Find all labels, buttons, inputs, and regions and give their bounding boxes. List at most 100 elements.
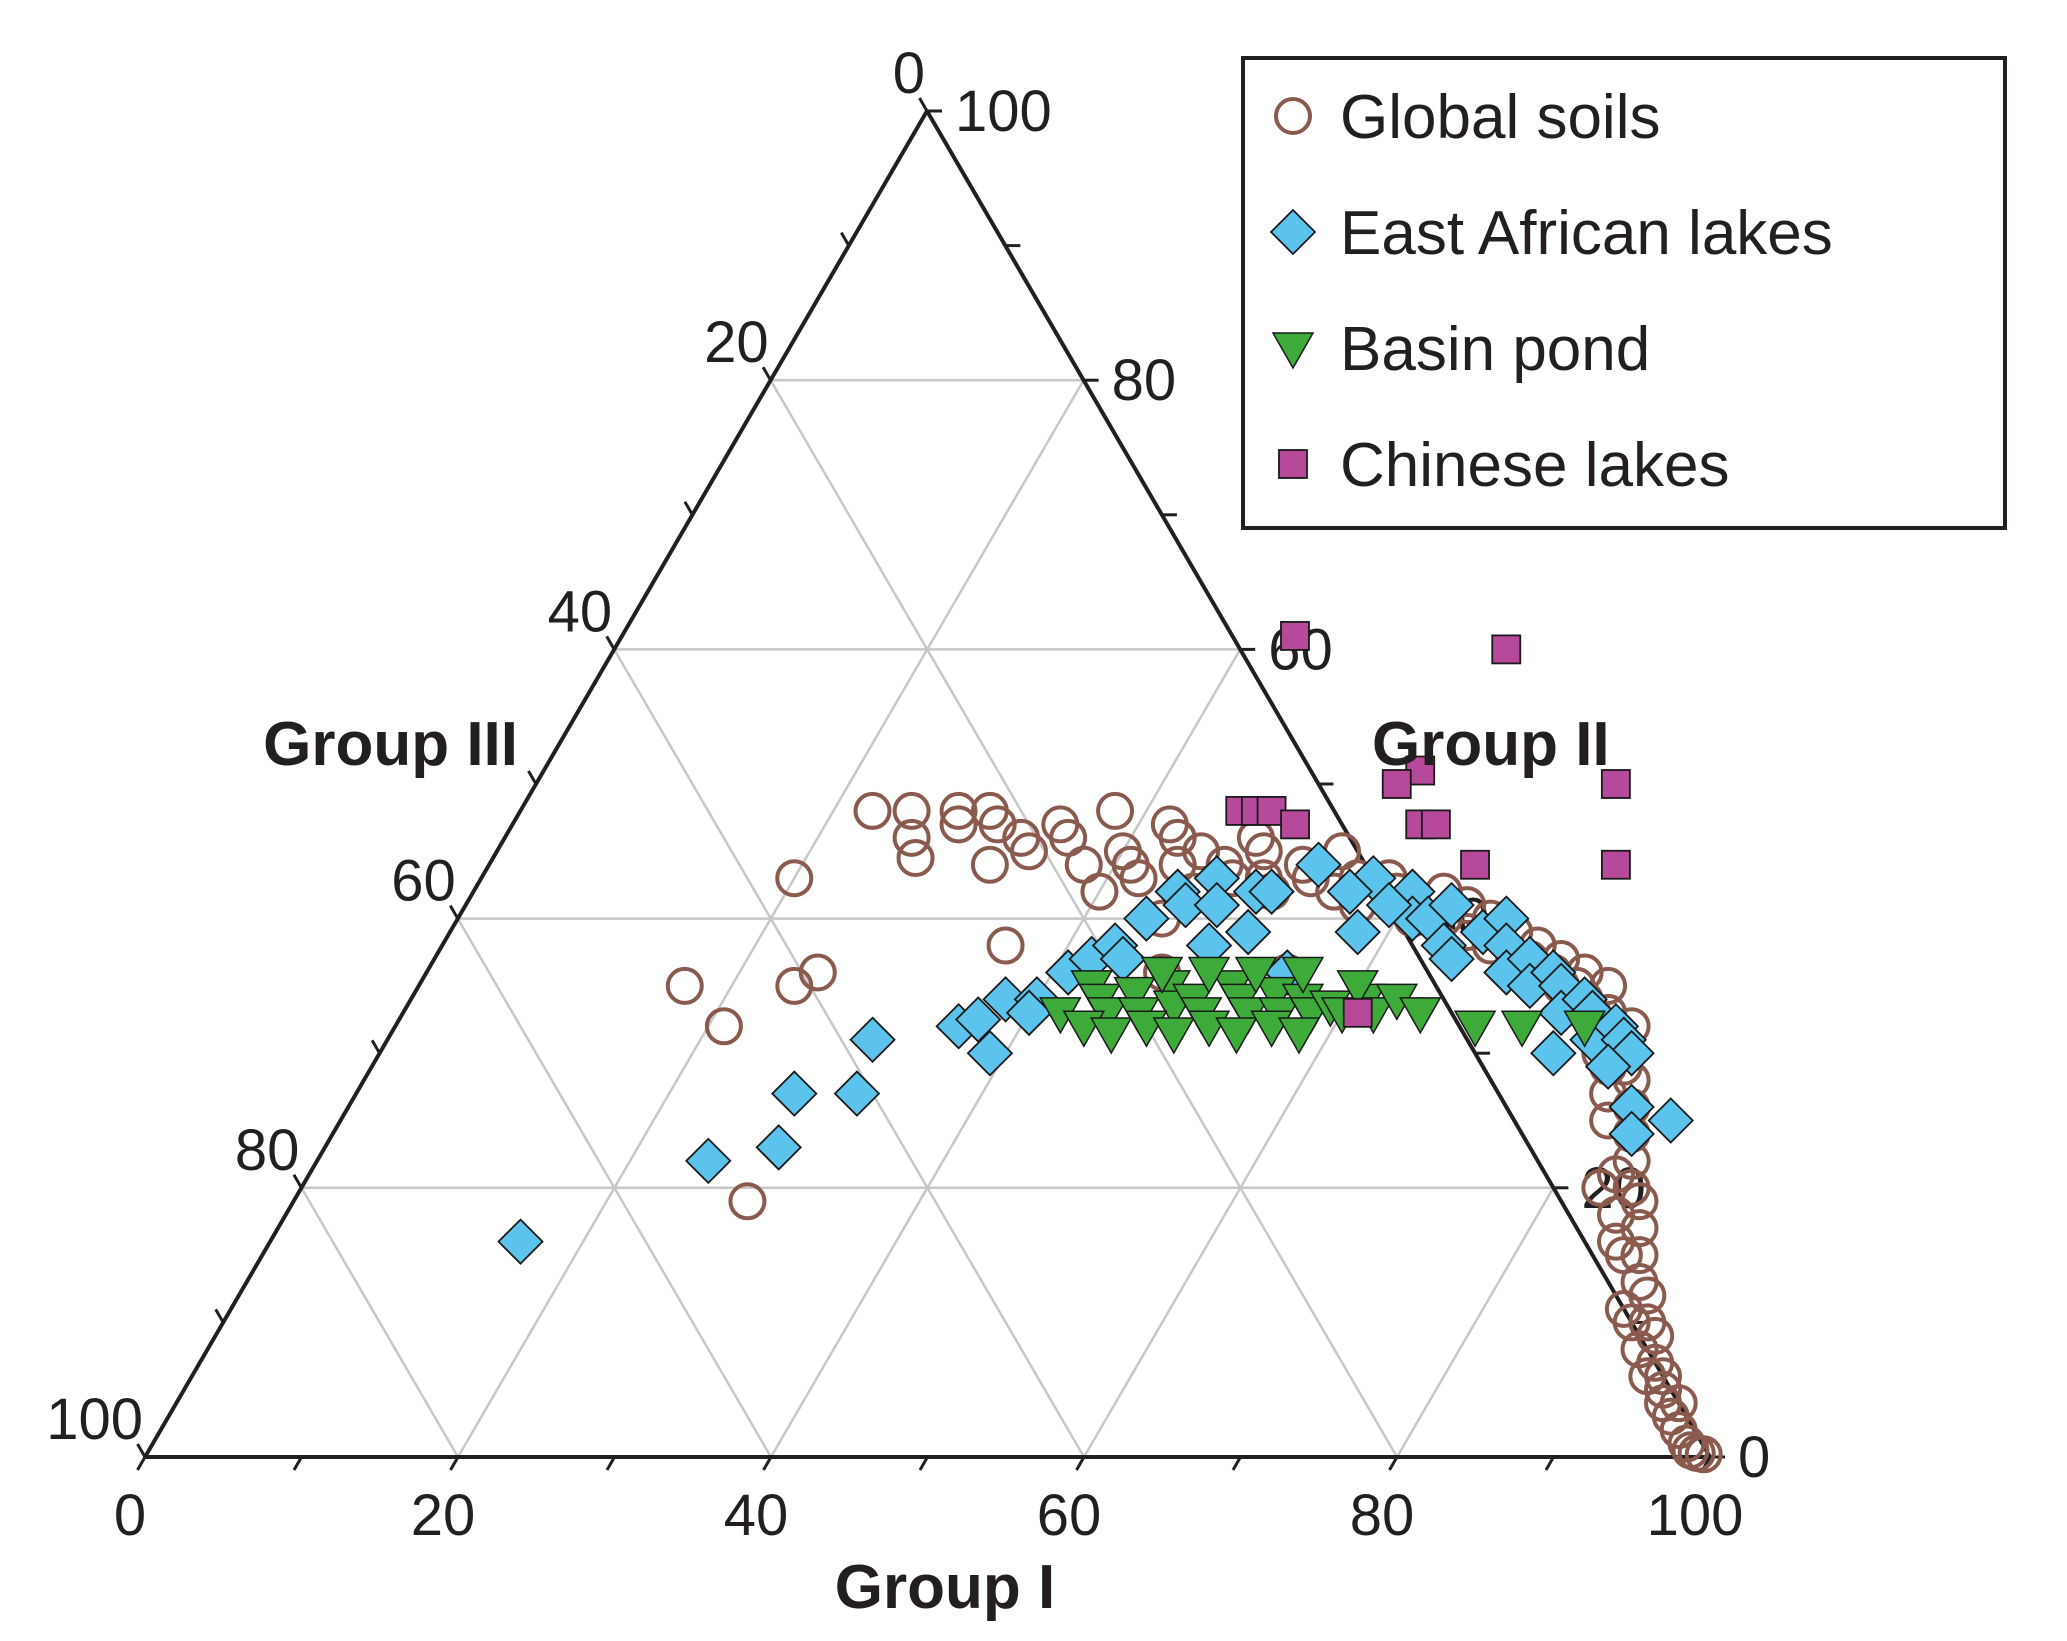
point-global-soils-22 [1158,818,1197,857]
point-east-african-lakes-3 [771,1070,818,1117]
point-global-soils-2 [892,791,931,830]
tick-label-group-iii-20: 20 [704,310,769,375]
point-east-african-lakes-2 [755,1124,802,1171]
tick-label-group-ii-0: 0 [1738,1425,1770,1490]
point-basin-pond-31 [1187,956,1231,994]
point-basin-pond-23 [1089,1017,1133,1055]
legend-marker-east-african-lakes [1269,208,1317,256]
legend: Global soils East African lakes Basin pond… [1241,56,2007,530]
tick-label-group-i-80: 80 [1350,1483,1415,1548]
point-global-soils-64 [1620,1182,1659,1221]
tick-mark-group-iii-70 [370,1039,381,1054]
point-east-african-lakes-8 [966,1029,1014,1077]
tick-mark-group-iii-60 [449,904,460,920]
grid-line-group-iii-60 [456,917,773,1458]
point-chinese-lakes-5 [1420,809,1451,840]
tick-label-group-iii-100: 100 [46,1387,143,1452]
point-global-soils-14 [1096,791,1135,830]
tick-mark-group-iii-40 [605,635,616,651]
tick-label-group-ii-80: 80 [1112,348,1177,413]
axis-title-right: Group II [1372,710,1610,779]
point-east-african-lakes-49 [1647,1097,1695,1144]
point-global-soils-82 [1628,1357,1667,1396]
grid-line-group-iii-80 [300,1187,460,1458]
point-east-african-lakes-29 [1428,881,1475,929]
tick-mark-group-iii-100 [136,1443,147,1458]
point-chinese-lakes-13 [1280,809,1310,840]
point-global-soils-83 [1620,1330,1659,1369]
point-basin-pond-32 [1234,956,1278,994]
axis-title-left: Group III [263,710,518,779]
point-basin-pond-29 [1277,1017,1321,1055]
point-global-soils-100 [704,1007,743,1046]
tick-label-group-ii-100: 100 [955,79,1052,144]
point-east-african-lakes-18 [1193,881,1241,929]
series-chinese-lakes [1225,621,1631,1028]
point-east-african-lakes-5 [849,1016,896,1064]
point-global-soils-3 [892,818,931,857]
legend-label-global-soils: Global soils [1340,83,1660,152]
point-east-african-lakes-50 [1530,1029,1577,1077]
point-global-soils-8 [978,805,1017,844]
point-chinese-lakes-0 [1280,621,1310,651]
tick-mark-group-i-90 [1544,1456,1555,1471]
point-basin-pond-38 [1563,1010,1606,1048]
tick-mark-group-i-50 [918,1456,929,1471]
point-global-soils-4 [896,839,935,878]
point-global-soils-109 [1080,872,1119,911]
legend-items: Global soils East African lakes Basin pond… [1269,83,1833,500]
tick-label-group-i-40: 40 [724,1483,789,1548]
tick-mark-group-iii-10 [840,231,851,247]
point-global-soils-103 [775,966,814,1005]
point-global-soils-107 [986,926,1025,965]
point-global-soils-19 [1119,859,1158,898]
point-global-soils-66 [1620,1236,1659,1275]
point-global-soils-9 [970,845,1009,884]
point-global-soils-0 [775,859,814,898]
tick-mark-group-iii-80 [292,1174,303,1189]
tick-mark-group-i-60 [1075,1456,1086,1471]
point-chinese-lakes-9 [1342,997,1373,1028]
legend-label-east-african-lakes: East African lakes [1340,199,1833,268]
point-east-african-lakes-51 [1584,1043,1632,1090]
point-basin-pond-25 [1152,1017,1196,1055]
tick-label-group-i-100: 100 [1647,1483,1744,1548]
tick-label-group-iii-60: 60 [391,849,456,914]
point-east-african-lakes-22 [1295,841,1342,889]
tick-label-group-iii-80: 80 [235,1118,300,1183]
tick-mark-group-iii-20 [761,366,772,381]
point-basin-pond-34 [1336,970,1379,1008]
tick-mark-group-iii-0 [918,97,929,112]
point-global-soils-21 [1182,832,1221,871]
point-east-african-lakes-52 [1365,881,1413,929]
tick-label-group-i-60: 60 [1037,1483,1102,1548]
axis-title-bottom: Group I [835,1553,1055,1622]
tick-mark-group-i-20 [449,1456,460,1471]
point-global-soils-85 [1604,1289,1643,1328]
point-global-soils-79 [1684,1435,1723,1474]
point-basin-pond-30 [1140,956,1184,994]
point-east-african-lakes-53 [1326,868,1374,915]
series-east-african-lakes [497,841,1695,1265]
point-chinese-lakes-6 [1460,849,1490,880]
point-east-african-lakes-31 [1428,935,1475,983]
point-chinese-lakes-1 [1491,634,1522,665]
legend-marker-chinese-lakes [1278,449,1308,479]
point-east-african-lakes-7 [954,996,1002,1043]
tick-mark-group-iii-30 [683,501,694,516]
point-global-soils-11 [1010,832,1048,871]
point-global-soils-87 [1597,1222,1636,1261]
point-global-soils-6 [939,805,978,844]
legend-marker-basin-pond [1271,332,1315,370]
point-east-african-lakes-25 [1334,908,1381,956]
point-basin-pond-33 [1281,956,1325,994]
grid-layer [300,378,1555,1458]
legend-marker-global-soils [1274,97,1312,135]
tick-mark-group-i-10 [292,1456,303,1471]
tick-label-group-i-0: 0 [114,1483,146,1548]
point-global-soils-104 [798,953,837,992]
tick-label-group-i-20: 20 [411,1483,476,1548]
point-global-soils-1 [853,791,892,830]
point-chinese-lakes-3 [1381,769,1412,799]
